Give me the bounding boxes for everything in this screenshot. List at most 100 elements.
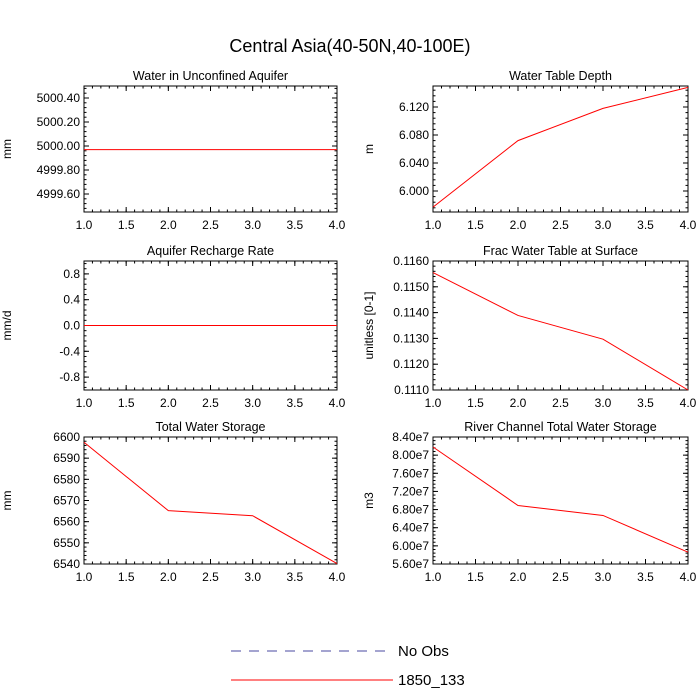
x-tick-label: 2.5 <box>202 218 219 232</box>
series-line-1850_133 <box>432 86 689 208</box>
x-tick-label: 3.5 <box>286 218 303 232</box>
x-tick-label: 1.5 <box>118 396 135 410</box>
y-tick-label: 5000.00 <box>37 139 81 153</box>
x-tick-label: 2.0 <box>510 396 527 410</box>
x-tick-label: 2.0 <box>160 570 177 584</box>
x-tick-label: 1.0 <box>76 396 93 410</box>
y-tick-label: 8.40e7 <box>392 430 429 444</box>
panel-title: Aquifer Recharge Rate <box>147 244 274 258</box>
legend-label-1850-133: 1850_133 <box>398 672 465 689</box>
y-tick-label: 0.8 <box>63 267 80 281</box>
x-tick-label: 3.5 <box>637 218 654 232</box>
x-tick-label: 4.0 <box>680 396 697 410</box>
x-tick-label: 4.0 <box>680 570 697 584</box>
legend: No Obs 1850_133 <box>231 643 465 689</box>
y-tick-label: 7.20e7 <box>392 484 429 498</box>
y-tick-label: 6540 <box>53 557 80 571</box>
plot-frame <box>432 436 689 565</box>
x-tick-label: 2.5 <box>552 570 569 584</box>
y-axis-label: mm <box>0 491 14 511</box>
x-tick-label: 1.5 <box>467 218 484 232</box>
x-tick-label: 4.0 <box>329 396 346 410</box>
y-tick-label: -0.8 <box>59 370 80 384</box>
y-tick-label: 6.120 <box>399 100 429 114</box>
y-tick-label: 5.60e7 <box>392 557 429 571</box>
y-tick-label: 6.080 <box>399 128 429 142</box>
series-line-1850_133 <box>83 441 338 565</box>
y-axis-label: unitless [0-1] <box>362 291 376 359</box>
plot-frame <box>432 85 689 213</box>
x-tick-label: 2.5 <box>202 570 219 584</box>
x-tick-label: 2.5 <box>202 396 219 410</box>
x-tick-label: 1.0 <box>76 570 93 584</box>
x-tick-label: 3.0 <box>595 218 612 232</box>
x-tick-label: 3.0 <box>595 570 612 584</box>
y-tick-label: 0.1140 <box>393 306 429 320</box>
y-tick-label: 7.60e7 <box>392 466 429 480</box>
x-tick-label: 1.5 <box>467 570 484 584</box>
y-tick-label: 6.000 <box>399 184 429 198</box>
y-tick-label: 6570 <box>53 494 80 508</box>
panel-title: Frac Water Table at Surface <box>483 244 638 258</box>
y-axis-label: mm/d <box>0 311 14 341</box>
x-tick-label: 1.0 <box>425 570 442 584</box>
y-tick-label: 5000.40 <box>37 91 81 105</box>
x-tick-label: 3.0 <box>244 570 261 584</box>
x-tick-label: 2.0 <box>160 396 177 410</box>
y-tick-label: 0.1110 <box>394 383 429 397</box>
x-tick-label: 1.0 <box>76 218 93 232</box>
panel-title: River Channel Total Water Storage <box>464 420 657 434</box>
panel-title: Total Water Storage <box>155 420 265 434</box>
series-line-1850_133 <box>432 272 689 391</box>
y-tick-label: 0.4 <box>63 293 80 307</box>
y-tick-label: 0.0 <box>63 319 80 333</box>
y-tick-label: 0.1150 <box>393 280 429 294</box>
y-tick-label: 6580 <box>53 472 80 486</box>
x-tick-label: 3.0 <box>244 396 261 410</box>
y-tick-label: 0.1120 <box>393 357 429 371</box>
x-tick-label: 2.5 <box>552 218 569 232</box>
x-tick-label: 2.0 <box>510 218 527 232</box>
chart-panel-4: Total Water Storage 1.0 1.5 2.0 2.5 3.0 3.5 4.0… <box>0 420 346 584</box>
plot-frame <box>432 260 689 391</box>
x-tick-label: 1.5 <box>118 570 135 584</box>
chart-panel-3: Frac Water Table at Surface 1.0 1.5 2.0 2.5 3… <box>362 244 697 410</box>
chart-panel-1: Water Table Depth 1.0 1.5 2.0 2.5 3.0 3.5 4.0 6.… <box>362 69 697 232</box>
x-tick-label: 2.5 <box>552 396 569 410</box>
y-tick-label: 8.00e7 <box>392 448 429 462</box>
x-tick-label: 1.5 <box>118 218 135 232</box>
plot-frame <box>83 436 338 565</box>
x-tick-label: 3.5 <box>286 396 303 410</box>
y-tick-label: 6.00e7 <box>392 539 429 553</box>
figure-title: Central Asia(40-50N,40-100E) <box>229 36 470 56</box>
y-axis-label: m <box>362 144 376 154</box>
x-tick-label: 4.0 <box>329 218 346 232</box>
y-tick-label: 6560 <box>53 515 80 529</box>
legend-label-no-obs: No Obs <box>398 643 449 660</box>
x-tick-label: 4.0 <box>329 570 346 584</box>
series-line-1850_133 <box>432 446 689 553</box>
x-tick-label: 1.0 <box>425 396 442 410</box>
x-tick-label: 2.0 <box>510 570 527 584</box>
x-tick-label: 1.5 <box>467 396 484 410</box>
chart-panels: Water in Unconfined Aquifer 1.0 1.5 2.0 2.5 3… <box>0 69 697 584</box>
y-axis-label: m3 <box>362 492 376 509</box>
x-tick-label: 3.5 <box>286 570 303 584</box>
chart-panel-2: Aquifer Recharge Rate 1.0 1.5 2.0 2.5 3.0 3.5 4… <box>0 244 346 410</box>
y-tick-label: 6590 <box>53 451 80 465</box>
y-tick-label: 0.1160 <box>393 254 429 268</box>
x-tick-label: 3.5 <box>637 396 654 410</box>
chart-panel-0: Water in Unconfined Aquifer 1.0 1.5 2.0 2.5 3… <box>0 69 346 232</box>
y-tick-label: 0.1130 <box>393 331 429 345</box>
x-tick-label: 3.5 <box>637 570 654 584</box>
x-tick-label: 3.0 <box>244 218 261 232</box>
y-tick-label: 4999.80 <box>37 163 81 177</box>
y-tick-label: 6600 <box>53 430 80 444</box>
chart-panel-5: River Channel Total Water Storage 1.0 1.5 2… <box>362 420 697 584</box>
y-tick-label: 5000.20 <box>37 115 81 129</box>
x-tick-label: 2.0 <box>160 218 177 232</box>
panel-title: Water in Unconfined Aquifer <box>133 69 288 83</box>
y-axis-label: mm <box>0 139 14 159</box>
y-tick-label: 6.40e7 <box>392 521 429 535</box>
